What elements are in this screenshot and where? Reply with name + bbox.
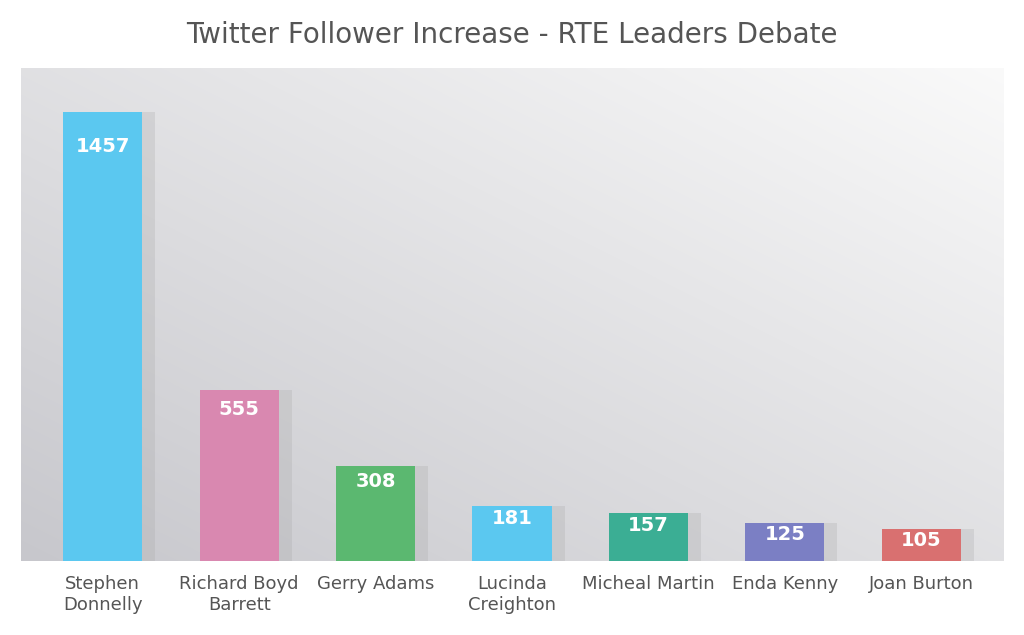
Text: 555: 555 <box>219 399 259 418</box>
Bar <box>609 513 688 561</box>
Title: Twitter Follower Increase - RTE Leaders Debate: Twitter Follower Increase - RTE Leaders … <box>186 21 838 49</box>
Text: 125: 125 <box>765 525 805 544</box>
Bar <box>480 505 564 564</box>
Bar <box>207 391 292 564</box>
Text: 157: 157 <box>628 516 669 535</box>
Bar <box>336 467 415 561</box>
Bar <box>882 529 961 561</box>
Text: 308: 308 <box>355 472 396 491</box>
Bar <box>889 529 974 564</box>
Bar <box>616 513 701 564</box>
Text: 1457: 1457 <box>76 137 130 156</box>
Bar <box>745 523 824 561</box>
Bar <box>753 523 838 564</box>
Bar <box>343 467 428 564</box>
Text: 105: 105 <box>901 531 942 550</box>
Bar <box>63 112 142 561</box>
Text: 181: 181 <box>492 509 532 528</box>
Bar <box>200 391 279 561</box>
Bar <box>472 505 552 561</box>
Bar <box>71 112 156 564</box>
